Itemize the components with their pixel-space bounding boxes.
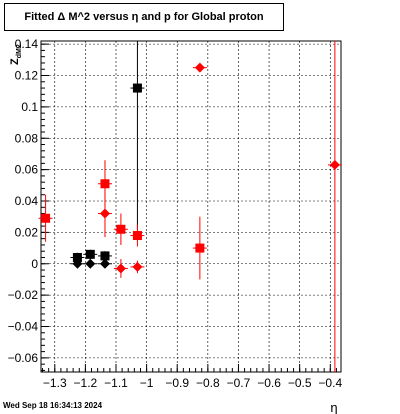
x-axis-label: η	[330, 400, 337, 414]
x-tick-label: −0.6	[257, 376, 281, 390]
y-tick-label: 0.08	[15, 131, 39, 145]
y-tick-label: −0.02	[8, 288, 39, 302]
chart-title: Fitted Δ M^2 versus η and p for Global p…	[4, 3, 284, 31]
y-tick-label: 0.1	[21, 100, 38, 114]
data-point-square	[132, 231, 142, 241]
data-point-square	[195, 243, 205, 253]
y-tick-label: 0.06	[15, 163, 39, 177]
plot-frame	[40, 40, 342, 373]
x-tick-label: −0.4	[318, 376, 342, 390]
y-axis-label: ZdM2	[9, 44, 23, 65]
x-tick-label: −1.3	[43, 376, 67, 390]
y-tick-label: 0.14	[15, 37, 39, 51]
x-tick-label: −0.7	[227, 376, 251, 390]
data-point-diamond	[194, 62, 205, 73]
grid-lines	[41, 41, 341, 372]
data-point-square	[132, 83, 142, 93]
y-tick-label: 0.12	[15, 69, 39, 83]
x-tick-label: −0.8	[196, 376, 220, 390]
data-point-diamond	[132, 261, 143, 272]
y-tick-label: −0.04	[8, 320, 39, 334]
data-point-diamond	[329, 159, 340, 170]
data-point-square	[116, 224, 126, 234]
x-tick-label: −1.1	[104, 376, 128, 390]
data-point-square	[72, 252, 82, 262]
data-point-diamond	[115, 263, 126, 274]
x-tick-label: −0.5	[288, 376, 312, 390]
data-point-square	[100, 251, 110, 261]
y-tick-label: 0.04	[15, 194, 39, 208]
data-point-diamond	[99, 258, 110, 269]
data-points	[38, 41, 342, 372]
axis-ticks: −1.3 −1.2 −1.1 −1 −0.9 −0.8 −0.7 −0.6 −0.5 −0.4 −0…	[8, 37, 343, 390]
data-point-square	[41, 213, 51, 223]
data-point-diamond	[99, 208, 110, 219]
data-point-diamond	[72, 258, 83, 269]
data-point-square	[100, 179, 110, 189]
x-tick-label: −1.2	[74, 376, 98, 390]
y-tick-label: −0.06	[8, 351, 39, 365]
data-point-diamond	[85, 258, 96, 269]
y-tick-label: 0	[31, 257, 38, 271]
data-point-square	[85, 249, 95, 259]
timestamp: Wed Sep 18 16:34:13 2024	[3, 401, 103, 410]
y-tick-label: 0.02	[15, 225, 39, 239]
x-tick-label: −0.9	[165, 376, 189, 390]
x-tick-label: −1	[140, 376, 154, 390]
